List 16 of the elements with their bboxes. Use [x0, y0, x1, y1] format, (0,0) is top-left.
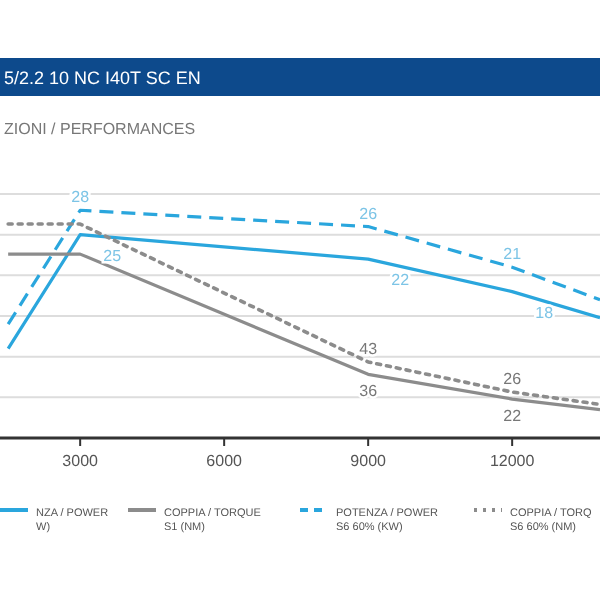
x-tick-label: 12000 [489, 452, 536, 470]
data-label: 28 [71, 188, 91, 207]
x-tick-label: 6000 [206, 452, 244, 470]
data-label: 22 [391, 271, 411, 290]
data-label: 26 [503, 370, 523, 389]
data-label: 43 [359, 339, 379, 358]
chart-subtitle: ZIONI / PERFORMANCES [4, 120, 196, 138]
data-label: 26 [359, 204, 379, 223]
chart-title: 5/2.2 10 NC I40T SC EN [4, 68, 201, 88]
data-label: 21 [503, 245, 523, 264]
data-label: 25 [103, 246, 123, 265]
data-label: 18 [535, 303, 555, 322]
data-label: 36 [359, 382, 379, 401]
x-tick-label: 3000 [62, 452, 100, 470]
x-tick-label: 9000 [350, 452, 388, 470]
data-label: 22 [503, 407, 523, 426]
